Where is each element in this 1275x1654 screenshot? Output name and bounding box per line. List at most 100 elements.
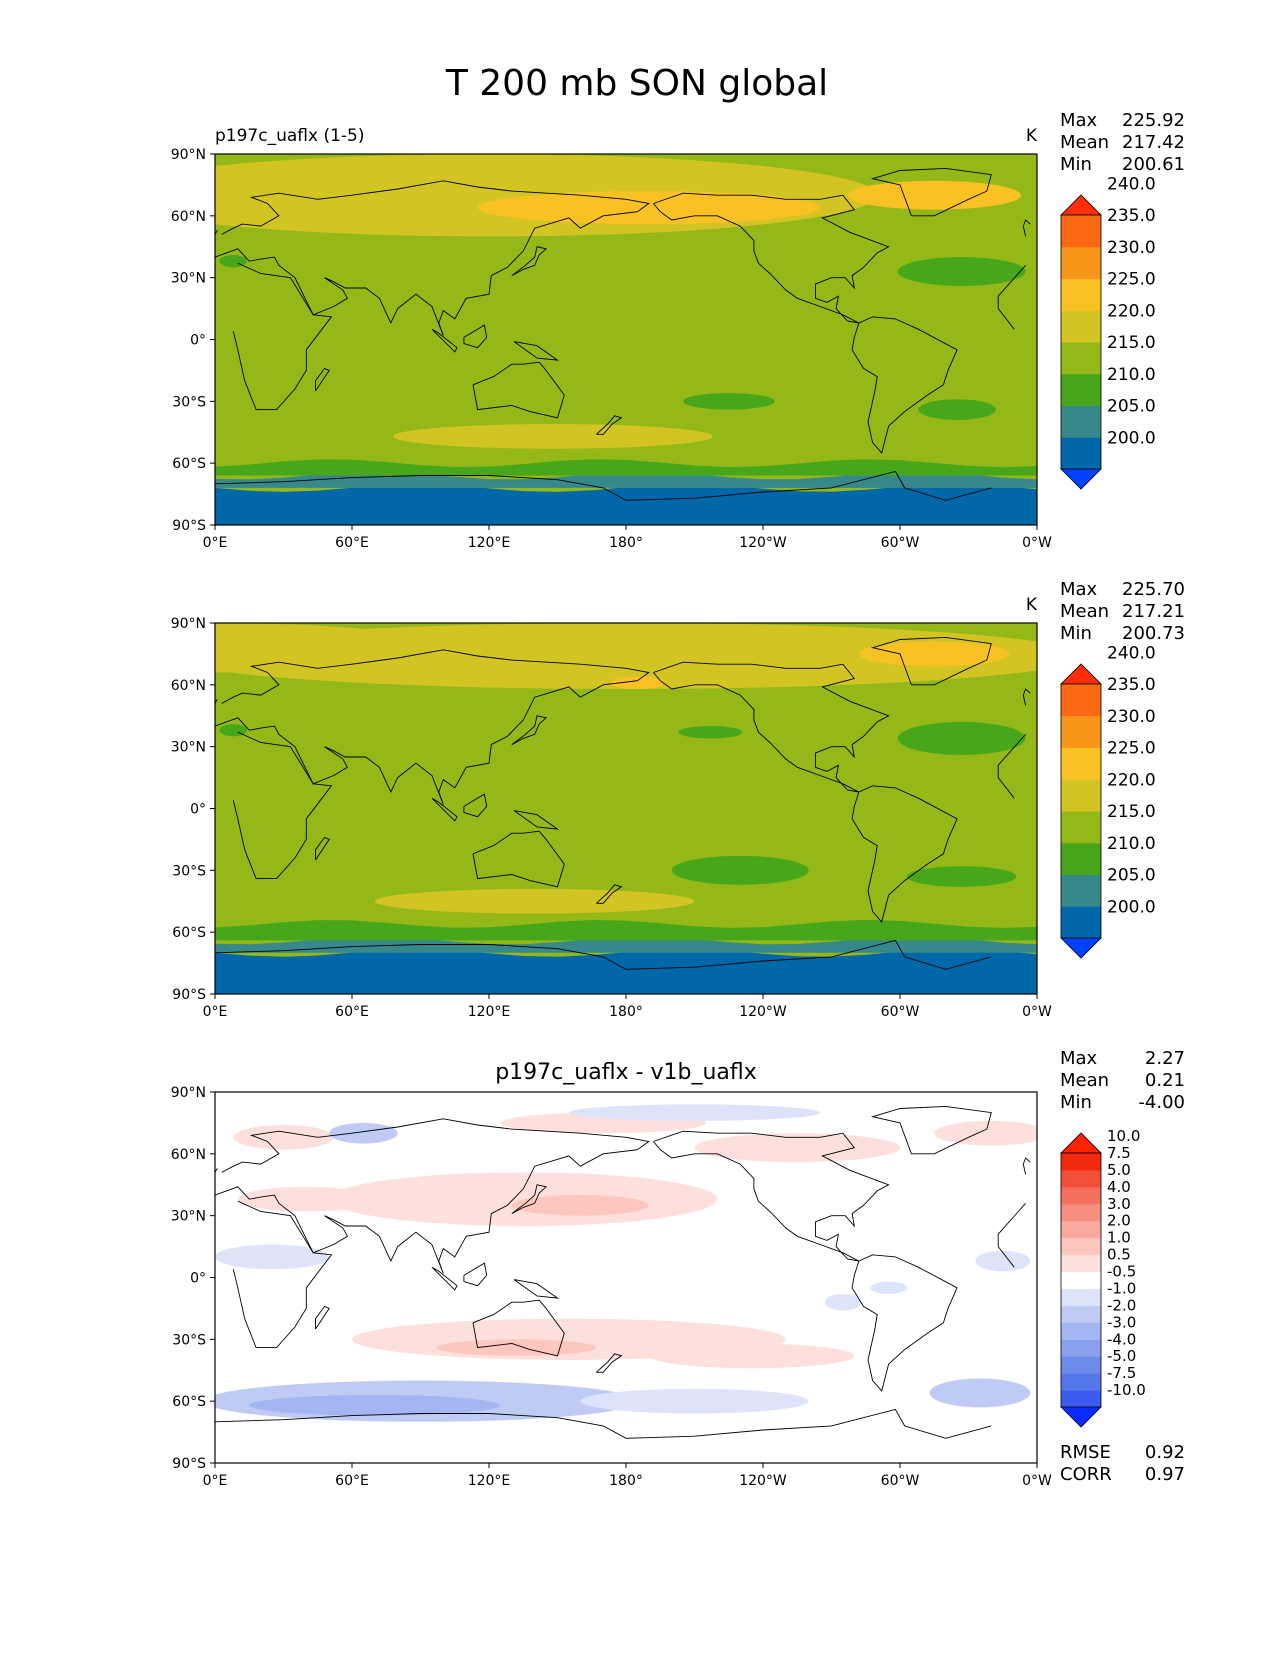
coastline	[870, 1105, 992, 1155]
stat-label: Min	[1060, 1092, 1092, 1113]
panel-subtitle: p197c_uaflx - v1b_uaflx	[495, 1060, 757, 1085]
map-panel-2: 0°E 60°E 120°E 180° 120°W 60°W 0°W 90°N 60°N 30°N…	[171, 579, 1185, 1020]
coastline	[232, 262, 1026, 411]
coastline	[595, 1353, 623, 1373]
colorbar-label: 205.0	[1107, 397, 1156, 417]
colorbar-segment	[1061, 684, 1101, 717]
y-tick-label: 30°N	[171, 1209, 206, 1225]
coastline	[472, 361, 565, 419]
colorbar-segment	[1061, 405, 1101, 438]
y-tick-label: 60°S	[172, 456, 206, 472]
y-tick-label: 30°N	[171, 271, 206, 287]
map-panel-3: 0°E 60°E 120°E 180° 120°W 60°W 0°W 90°N 60°N 30°N…	[171, 1048, 1185, 1489]
coastline	[472, 1299, 565, 1357]
colorbar-segment	[1061, 1271, 1101, 1289]
colorbar-segment	[1061, 811, 1101, 844]
coastline	[472, 830, 565, 888]
contour-region	[918, 399, 996, 420]
stat-label: RMSE	[1060, 1442, 1111, 1463]
contour-region	[897, 257, 1026, 286]
colorbar-label: 215.0	[1107, 802, 1156, 822]
coastline	[431, 797, 458, 822]
colorbar-segment	[1061, 373, 1101, 406]
contour-region	[683, 393, 775, 410]
coastline	[215, 939, 992, 970]
stat-value: 0.97	[1145, 1464, 1185, 1485]
coastline	[653, 661, 890, 793]
contour-band	[215, 483, 1037, 525]
x-tick-label: 120°E	[468, 535, 511, 551]
colorbar-label: -0.5	[1107, 1263, 1136, 1281]
colorbar-segment	[1061, 1288, 1101, 1306]
contour-region	[215, 1244, 330, 1270]
coastlines	[215, 167, 1031, 501]
x-tick-label: 0°E	[203, 535, 228, 551]
coastline	[315, 1305, 330, 1330]
colorbar-label: -5.0	[1107, 1347, 1136, 1365]
x-tick-label: 120°E	[468, 1473, 511, 1489]
contour-region	[975, 1250, 1031, 1272]
colorbar-label: 7.5	[1107, 1144, 1131, 1162]
contour-band	[215, 919, 1037, 941]
contour-region	[610, 676, 665, 689]
colorbar-segment	[1061, 1390, 1101, 1408]
y-tick-label: 0°	[190, 333, 206, 349]
stat-label: CORR	[1060, 1464, 1112, 1485]
x-tick-label: 120°W	[739, 1004, 787, 1020]
figure-title: T 200 mb SON global	[445, 63, 828, 104]
colorbar: 200.0 205.0 210.0 215.0 220.0 225.0 230.0 235.0…	[1060, 643, 1156, 959]
colorbar-label: 220.0	[1107, 770, 1156, 790]
contour-region	[233, 1124, 334, 1150]
colorbar-extend-min	[1060, 1406, 1102, 1428]
colorbar-label: 200.0	[1107, 428, 1156, 448]
y-tick-label: 90°S	[172, 987, 206, 1003]
colorbar-segment	[1061, 1220, 1101, 1239]
stat-value: 200.61	[1122, 154, 1185, 175]
stat-label: Min	[1060, 154, 1092, 175]
colorbar-segment	[1061, 310, 1101, 343]
contour-region	[477, 191, 821, 225]
contour-band	[215, 936, 1037, 953]
panel-subtitle: p197c_uaflx (1-5)	[215, 126, 364, 146]
x-tick-label: 120°E	[468, 1004, 511, 1020]
contour-field	[215, 623, 1037, 994]
colorbar-label: 2.0	[1107, 1212, 1131, 1230]
stat-label: Max	[1060, 1048, 1098, 1069]
colorbar-segment	[1061, 715, 1101, 748]
colorbar-label: 240.0	[1107, 643, 1156, 663]
colorbar-segment	[1061, 1169, 1101, 1188]
x-tick-label: 60°W	[881, 1004, 920, 1020]
coastline	[870, 636, 992, 686]
colorbar-label: -4.0	[1107, 1330, 1136, 1348]
y-tick-label: 90°N	[171, 616, 206, 632]
colorbar-label: -1.0	[1107, 1279, 1136, 1297]
stat-value: 0.92	[1145, 1442, 1185, 1463]
y-tick-label: 60°S	[172, 1394, 206, 1410]
coastlines	[215, 636, 1031, 970]
colorbar-segment	[1061, 1305, 1101, 1323]
y-tick-label: 0°	[190, 1271, 206, 1287]
coastline	[513, 810, 560, 830]
colorbar-label: 10.0	[1107, 1127, 1140, 1145]
coastline	[215, 470, 992, 501]
coastline	[463, 793, 488, 818]
contour-region	[249, 1394, 501, 1416]
coastline	[511, 1184, 548, 1214]
x-tick-label: 60°E	[335, 1004, 369, 1020]
colorbar: -10.0-7.5-5.0-4.0-3.0-2.0-1.0-0.50.51.02…	[1060, 1127, 1146, 1428]
colorbar-label: 235.0	[1107, 206, 1156, 226]
colorbar-extend-min	[1060, 937, 1102, 959]
coastline	[870, 167, 992, 217]
colorbar-segment	[1061, 1373, 1101, 1391]
contour-region	[329, 1122, 398, 1144]
y-tick-label: 60°N	[171, 209, 206, 225]
colorbar-frame	[1060, 683, 1102, 939]
colorbar-segment	[1061, 278, 1101, 311]
coastline	[511, 715, 548, 745]
colorbar: 200.0 205.0 210.0 215.0 220.0 225.0 230.0 235.0…	[1060, 174, 1156, 490]
contour-field	[215, 154, 1037, 525]
contour-region	[934, 1120, 1037, 1146]
colorbar-label: 0.5	[1107, 1246, 1131, 1264]
coastline	[431, 328, 458, 353]
